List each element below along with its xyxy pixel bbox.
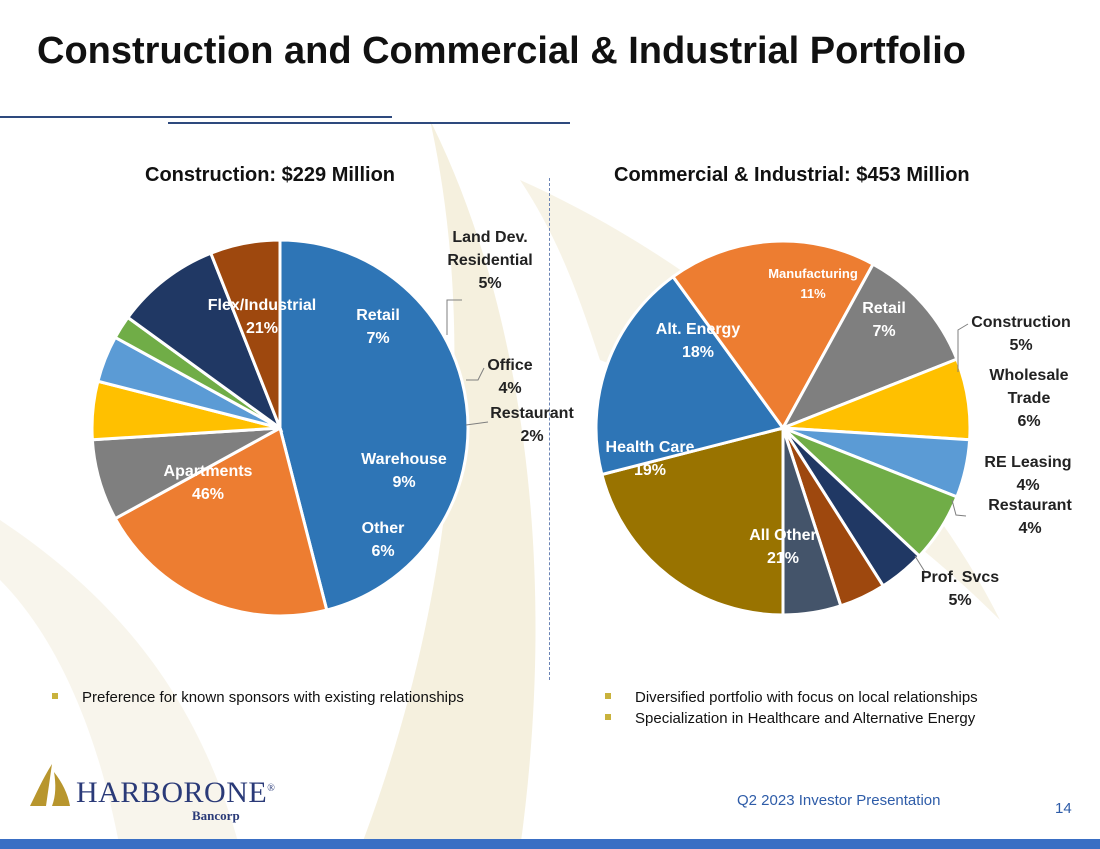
logo-wordmark: HARBORONE® — [76, 776, 276, 809]
leader-line-construction — [957, 323, 969, 372]
leader-line-restaurant — [951, 499, 967, 517]
slice-label-health-care: Health Care 19% — [606, 439, 695, 479]
slice-label-manufacturing: Manufacturing 11% — [768, 266, 858, 301]
slice-label-office: Office 4% — [487, 357, 532, 397]
page-title: Construction and Commercial & Industrial… — [37, 30, 966, 72]
bullet-square-icon — [605, 714, 611, 720]
chart-divider — [549, 178, 550, 680]
slice-label-prof-svcs: Prof. Svcs 5% — [921, 569, 999, 609]
logo-subtitle: Bancorp — [192, 808, 240, 823]
slice-label-apartments: Apartments 46% — [164, 463, 253, 503]
bullets-left: Preference for known sponsors with exist… — [52, 687, 464, 708]
slice-label-retail: Retail 7% — [356, 307, 400, 347]
pie-slice-alt-energy — [670, 239, 876, 431]
bullet-item: Diversified portfolio with focus on loca… — [605, 687, 978, 708]
bullet-item: Specialization in Healthcare and Alterna… — [605, 708, 978, 729]
ci-chart-title: Commercial & Industrial: $453 Million — [614, 164, 970, 186]
leader-line-restaurant — [465, 421, 489, 426]
slice-label-all-other: All Other 21% — [749, 527, 817, 567]
footer-presentation-label: Q2 2023 Investor Presentation — [737, 792, 941, 809]
slice-label-flex-industrial: Flex/Industrial 21% — [208, 297, 316, 337]
pie-slice-flex-industrial — [113, 425, 329, 618]
pie-slice-apartments — [278, 238, 470, 612]
pie-slice-warehouse — [125, 251, 284, 433]
footer-bar — [0, 839, 1100, 849]
bullet-text: Preference for known sponsors with exist… — [82, 689, 464, 706]
title-underline-secondary — [168, 122, 570, 124]
title-underline — [0, 116, 392, 118]
leader-line-land-dev-residential — [446, 299, 462, 335]
bullets-right: Diversified portfolio with focus on loca… — [605, 687, 978, 729]
bullet-square-icon — [605, 693, 611, 699]
slice-label-alt-energy: Alt. Energy 18% — [656, 321, 741, 361]
slice-label-restaurant: Restaurant 2% — [490, 405, 574, 445]
bullet-text: Diversified portfolio with focus on loca… — [635, 689, 978, 706]
leader-line-prof-svcs — [914, 555, 926, 573]
sail-logo-icon — [30, 764, 70, 806]
pie-0: Apartments 46% Flex/Industrial 21% Retail 7% L… — [90, 229, 574, 618]
harborone-logo: HARBORONE® Bancorp — [26, 760, 286, 823]
slice-label-wholesale-trade: Wholesale Trade 6% — [989, 367, 1068, 430]
pie-slice-all-other — [600, 426, 785, 617]
slice-label-other: Other 6% — [362, 520, 405, 560]
bullet-square-icon — [52, 693, 58, 699]
pie-slice-manufacturing — [779, 262, 959, 431]
construction-chart-title: Construction: $229 Million — [145, 164, 396, 186]
leader-line-office — [466, 367, 485, 381]
bullet-item: Preference for known sponsors with exist… — [52, 687, 464, 708]
bullet-text: Specialization in Healthcare and Alterna… — [635, 710, 976, 727]
pie-slice-prof-svcs — [781, 427, 843, 617]
slice-label-re-leasing: RE Leasing 4% — [984, 454, 1071, 494]
slice-label-construction: Construction 5% — [971, 314, 1071, 354]
slice-label-restaurant: Restaurant 4% — [988, 497, 1072, 537]
slice-label-warehouse: Warehouse 9% — [361, 451, 447, 491]
pie-slice-health-care — [594, 274, 786, 477]
pie-slice-other — [208, 238, 282, 429]
page-number: 14 — [1055, 800, 1072, 817]
pie-1: All Other 21% Health Care 19% Alt. Energy 18%… — [594, 239, 1072, 617]
slice-label-retail: Retail 7% — [862, 300, 906, 340]
slice-label-land-dev-residential: Land Dev. Residential 5% — [447, 229, 532, 292]
